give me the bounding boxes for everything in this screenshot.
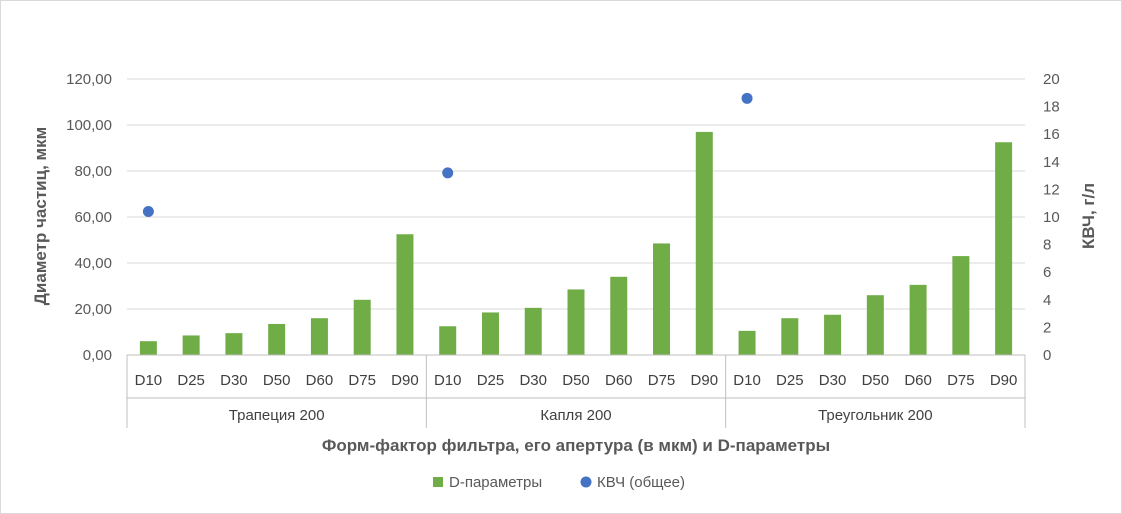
x-tick-label: D25 [177, 372, 205, 389]
x-tick-label: D30 [519, 372, 547, 389]
x-tick-label: D75 [648, 372, 676, 389]
y2-tick-label: 20 [1043, 71, 1060, 88]
group-label: Треугольник 200 [818, 407, 932, 424]
y2-tick-label: 6 [1043, 264, 1051, 281]
bar-d30 [524, 307, 542, 355]
bar-d90 [695, 131, 713, 355]
bar-d10 [439, 326, 457, 355]
x-tick-label: D25 [477, 372, 505, 389]
y2-axis-title: КВЧ, г/л [1079, 183, 1098, 249]
bar-d25 [781, 318, 799, 355]
x-tick-label: D90 [691, 372, 719, 389]
x-axis-title: Форм-фактор фильтра, его апертура (в мкм… [322, 436, 830, 455]
scatter-series [142, 92, 753, 217]
y-tick-label: 0,00 [83, 347, 112, 364]
x-tick-label: D25 [776, 372, 804, 389]
y2-tick-label: 8 [1043, 237, 1051, 254]
x-tick-label: D60 [904, 372, 932, 389]
x-tick-label: D10 [135, 372, 163, 389]
y-tick-label: 120,00 [66, 71, 112, 88]
x-tick-label: D60 [306, 372, 334, 389]
right-axis-ticks: 0 2 4 6 8 10 12 14 16 18 20 [1043, 71, 1060, 364]
legend-label-kvch: КВЧ (общее) [597, 474, 685, 491]
legend: D-параметры КВЧ (общее) [433, 474, 685, 491]
y-tick-label: 20,00 [74, 301, 112, 318]
x-tick-label: D75 [348, 372, 376, 389]
y2-tick-label: 0 [1043, 347, 1051, 364]
legend-swatch-point [580, 476, 592, 488]
kvch-point [142, 205, 154, 217]
y-tick-label: 60,00 [74, 209, 112, 226]
bar-d60 [909, 284, 927, 355]
bar-series [139, 131, 1013, 355]
legend-swatch-bar [433, 477, 443, 487]
kvch-point [741, 92, 753, 104]
legend-label-d-params: D-параметры [449, 474, 542, 491]
axes [126, 354, 1026, 428]
y2-tick-label: 4 [1043, 292, 1051, 309]
y-axis-title: Диаметр частиц, мкм [31, 127, 50, 305]
x-tick-label: D50 [263, 372, 291, 389]
bar-d50 [866, 295, 884, 355]
x-tick-label: D10 [434, 372, 462, 389]
bar-d10 [139, 341, 157, 355]
left-axis-ticks: 0,00 20,00 40,00 60,00 80,00 100,00 120,00 [66, 71, 112, 364]
y-tick-label: 100,00 [66, 117, 112, 134]
y-tick-label: 80,00 [74, 163, 112, 180]
bar-d90 [396, 234, 414, 355]
y2-tick-label: 14 [1043, 154, 1060, 171]
x-tick-label: D30 [819, 372, 847, 389]
bar-d50 [567, 289, 585, 355]
bar-d50 [268, 323, 286, 355]
x-tick-label: D10 [733, 372, 761, 389]
x-tick-label: D50 [562, 372, 590, 389]
x-tick-label: D75 [947, 372, 975, 389]
bar-d30 [225, 333, 243, 355]
y2-tick-label: 10 [1043, 209, 1060, 226]
y2-tick-label: 12 [1043, 181, 1060, 198]
bar-d90 [995, 142, 1013, 355]
bar-d75 [653, 243, 671, 355]
x-tick-label: D60 [605, 372, 633, 389]
bar-d60 [310, 318, 328, 355]
x-tick-label: D90 [990, 372, 1018, 389]
bar-d25 [481, 312, 499, 355]
y2-tick-label: 16 [1043, 126, 1060, 143]
bar-d25 [182, 335, 200, 355]
y2-tick-label: 18 [1043, 99, 1060, 116]
y2-tick-label: 2 [1043, 319, 1051, 336]
bar-d30 [824, 314, 842, 355]
group-label: Капля 200 [540, 407, 611, 424]
bar-d75 [353, 299, 371, 355]
group-label: Трапеция 200 [229, 407, 325, 424]
x-tick-label: D90 [391, 372, 419, 389]
x-tick-label: D50 [862, 372, 890, 389]
category-axis: D10 D25 D30 D50 D60 D75 D90 Трапеция 200 D10 D25 D… [135, 372, 1018, 424]
bar-d10 [738, 330, 756, 355]
bar-d60 [610, 276, 628, 355]
kvch-point [442, 167, 454, 179]
x-tick-label: D30 [220, 372, 248, 389]
y-tick-label: 40,00 [74, 255, 112, 272]
bar-d75 [952, 256, 970, 355]
